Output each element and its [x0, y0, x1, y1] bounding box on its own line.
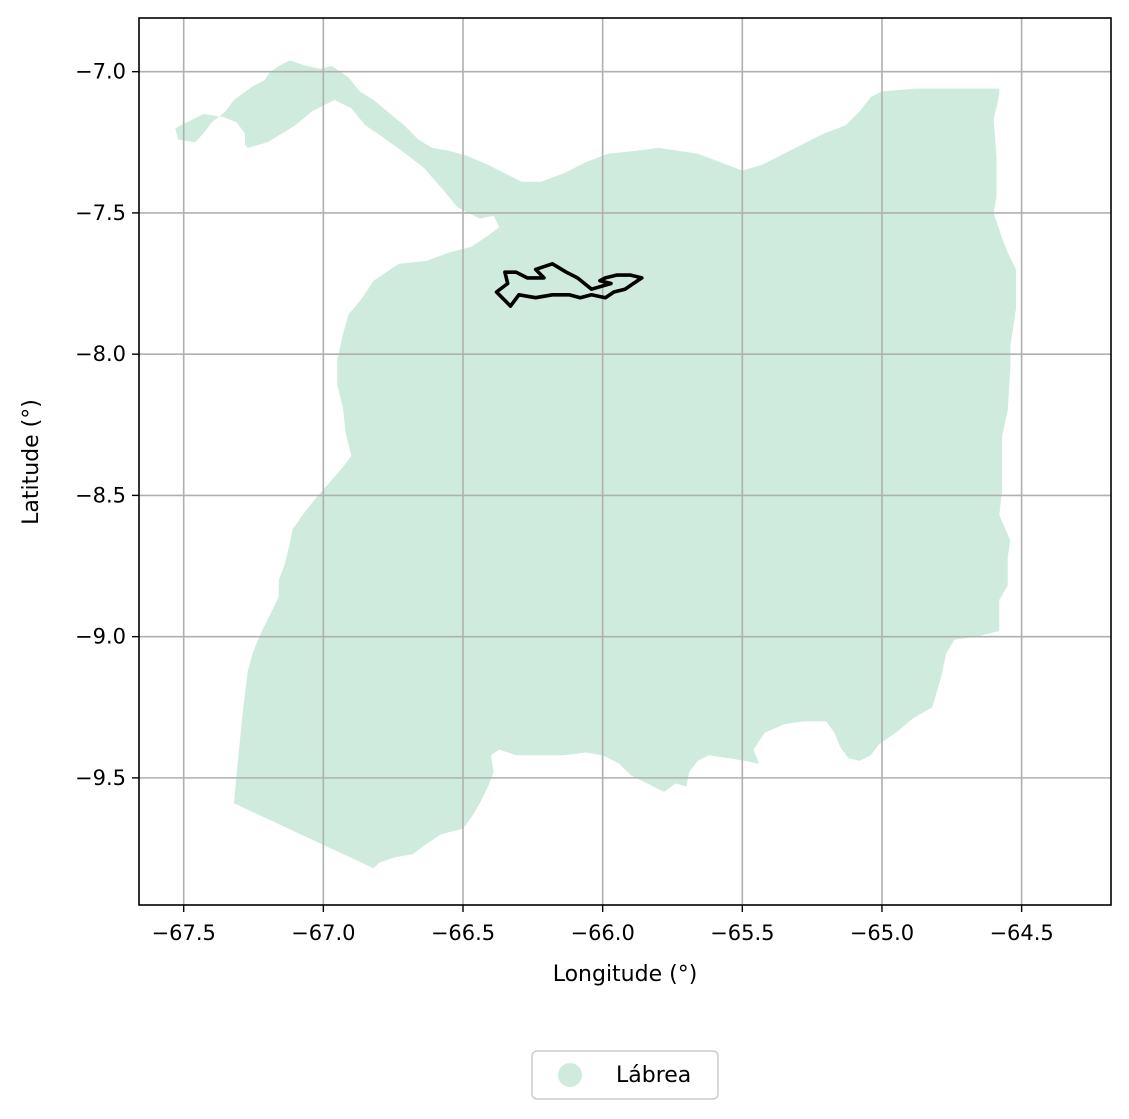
- y-axis-title: Latitude (°): [19, 399, 44, 525]
- y-axis-ticks: −7.0 −7.5 −8.0 −8.5 −9.0 −9.5: [75, 60, 139, 790]
- outline-polygon: [494, 261, 644, 308]
- x-axis-ticks: −67.5 −67.0 −66.5 −66.0 −65.5 −65.0 −64.5: [152, 905, 1054, 945]
- legend-box: [531, 1050, 719, 1100]
- outline-layer: [494, 261, 644, 308]
- legend-label-labrea: Lábrea: [616, 1063, 691, 1088]
- y-tick-label: −8.0: [75, 342, 126, 366]
- legend: Lábrea: [531, 1050, 719, 1100]
- y-tick-label: −7.0: [75, 60, 126, 84]
- x-tick-label: −66.5: [431, 921, 495, 945]
- x-tick-label: −65.0: [850, 921, 914, 945]
- legend-swatch-labrea: [558, 1063, 582, 1087]
- y-tick-label: −7.5: [75, 201, 126, 225]
- region-layer: [175, 60, 1017, 869]
- y-tick-label: −9.0: [75, 625, 126, 649]
- y-tick-label: −8.5: [75, 483, 126, 507]
- x-tick-label: −64.5: [989, 921, 1053, 945]
- x-tick-label: −67.5: [152, 921, 216, 945]
- plot-area: [138, 17, 1112, 906]
- y-tick-label: −9.5: [75, 766, 126, 790]
- x-tick-label: −65.5: [710, 921, 774, 945]
- x-tick-label: −67.0: [291, 921, 355, 945]
- x-tick-label: −66.0: [570, 921, 634, 945]
- axes-frame: [138, 17, 1112, 906]
- x-axis-title: Longitude (°): [553, 962, 698, 987]
- region-polygon-l-brea: [175, 60, 1017, 869]
- grid-layer: [139, 18, 1111, 905]
